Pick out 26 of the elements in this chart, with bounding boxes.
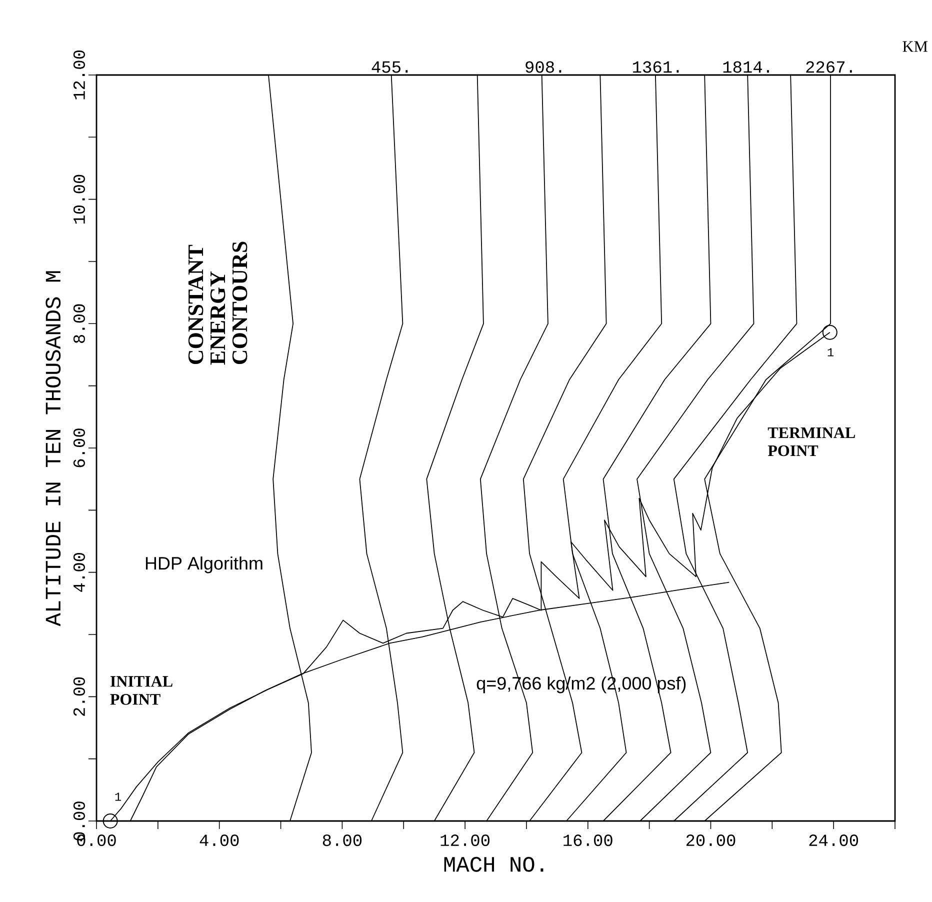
x-tick-label: 8.00 bbox=[322, 834, 362, 846]
y-tick-label: 2.00 bbox=[73, 677, 85, 716]
annotation: 1814. bbox=[723, 61, 769, 73]
x-tick-label: 12.00 bbox=[440, 834, 490, 846]
annotation: 908. bbox=[526, 61, 562, 73]
text: KM bbox=[902, 41, 928, 52]
annotation: 1 bbox=[828, 348, 834, 356]
x-tick-label: 20.00 bbox=[686, 834, 736, 846]
annotation: CONSTANT ENERGY CONTOURS bbox=[188, 242, 248, 365]
annotation: 455. bbox=[372, 61, 408, 73]
annotation: 1361. bbox=[633, 61, 679, 73]
x-tick-label: 16.00 bbox=[564, 834, 612, 846]
x-tick-label: 4.00 bbox=[200, 834, 239, 846]
y-tick-label: 8.00 bbox=[73, 304, 85, 343]
annotation: TERMINAL POINT bbox=[768, 427, 855, 456]
y-axis-title: ALTITUDE IN TEN THOUSANDS M bbox=[46, 271, 61, 626]
y-tick-label: 4.00 bbox=[73, 552, 85, 592]
annotation: HDP Algorithm bbox=[146, 556, 262, 574]
y-tick-label: 12.00 bbox=[73, 50, 85, 100]
y-tick-label: 6.00 bbox=[73, 428, 85, 468]
x-tick-label: 24.00 bbox=[809, 834, 858, 846]
x-axis-title: MACH NO. bbox=[444, 856, 544, 872]
annotation: INITIAL POINT bbox=[110, 676, 172, 705]
annotation: 2267. bbox=[806, 61, 852, 73]
annotation: 1 bbox=[115, 792, 122, 801]
y-tick-label: 10.00 bbox=[73, 174, 85, 224]
